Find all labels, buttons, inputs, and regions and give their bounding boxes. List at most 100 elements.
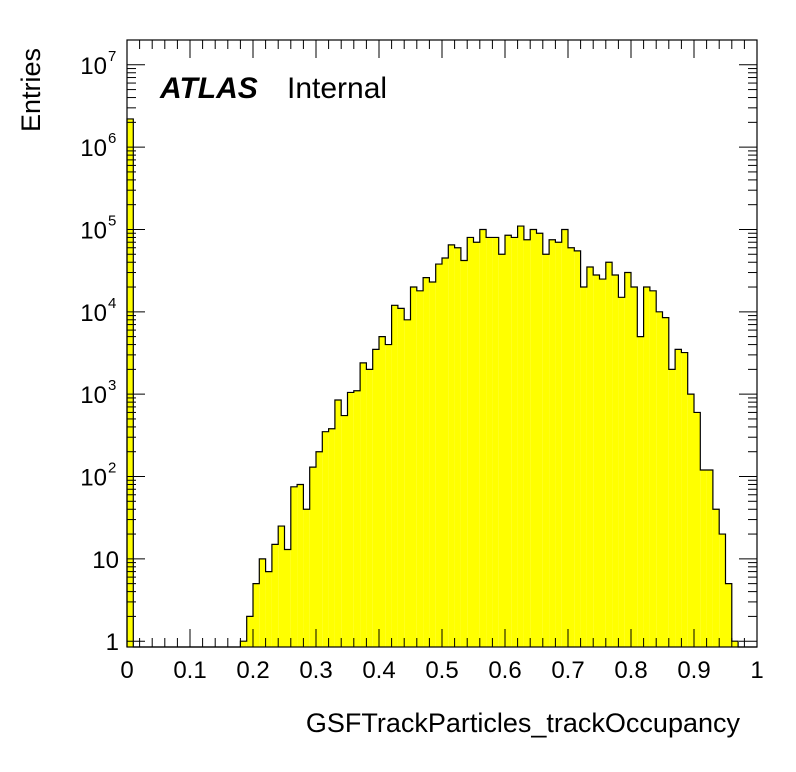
histogram-bar: [253, 583, 260, 647]
histogram-bar: [662, 317, 669, 647]
histogram-bar: [435, 264, 442, 647]
histogram-bar: [486, 237, 493, 648]
x-tick-label: 0.5: [425, 657, 458, 684]
histogram-bar: [605, 262, 613, 647]
histogram-bar: [511, 237, 518, 648]
histogram-bar: [328, 428, 335, 647]
y-tick-label: 10: [80, 300, 107, 327]
histogram-bar: [542, 254, 550, 647]
histogram-bar: [404, 319, 411, 647]
x-tick-label: 0.7: [551, 657, 584, 684]
histogram-bar: [700, 469, 707, 647]
y-tick-exponent: 3: [108, 377, 116, 394]
histogram-bar: [290, 486, 298, 647]
histogram-bar: [309, 467, 316, 647]
histogram-bar: [366, 369, 373, 647]
histogram-bar: [656, 311, 663, 647]
y-tick-exponent: 7: [108, 48, 116, 65]
histogram-bar: [397, 308, 405, 647]
histogram-bar: [127, 118, 134, 648]
y-tick-label: 1: [106, 629, 119, 656]
histogram-bar: [341, 415, 348, 647]
histogram-bar: [643, 287, 650, 647]
histogram-bar: [549, 239, 556, 647]
histogram-bar: [372, 349, 379, 647]
histogram-bar: [416, 290, 424, 647]
histogram-bar: [284, 549, 291, 647]
histogram-bar: [530, 229, 537, 647]
histogram-bar: [618, 297, 625, 647]
histogram-bar: [649, 290, 657, 647]
x-tick-label: 1: [750, 657, 763, 684]
histogram-bar: [593, 274, 600, 647]
histogram-bar: [316, 451, 323, 647]
histogram-bar: [410, 287, 417, 647]
histogram-bar: [624, 272, 631, 647]
histogram-bar: [467, 237, 474, 648]
histogram-bar: [448, 244, 455, 648]
x-tick-label: 0.6: [488, 657, 521, 684]
y-axis-title: Entries: [16, 48, 46, 132]
x-tick-label: 0.9: [677, 657, 710, 684]
histogram-bar: [681, 352, 688, 647]
internal-label: Internal: [287, 72, 387, 105]
y-tick-label: 10: [80, 135, 107, 162]
y-tick-exponent: 5: [108, 212, 116, 229]
histogram-bar: [568, 247, 575, 647]
histogram-bar: [297, 484, 304, 647]
x-tick-label: 0.8: [614, 657, 647, 684]
y-tick-label: 10: [80, 382, 107, 409]
histogram-bar: [473, 242, 480, 647]
histogram-bar: [460, 260, 468, 647]
histogram-bar: [586, 267, 594, 647]
histogram-bar: [360, 362, 367, 647]
histogram-bar: [479, 229, 487, 647]
y-tick-exponent: 6: [108, 130, 116, 147]
y-tick-exponent: 4: [108, 295, 116, 312]
histogram-bar: [454, 247, 461, 647]
histogram-bar: [379, 336, 386, 647]
x-tick-label: 0.3: [299, 657, 332, 684]
y-tick-label: 10: [80, 465, 107, 492]
histogram-bar: [429, 282, 436, 647]
histogram-bar: [265, 571, 272, 647]
y-tick-exponent: 2: [108, 460, 116, 477]
histogram-bar: [637, 336, 644, 647]
histogram-bar: [561, 229, 568, 647]
histogram-bars: [126, 118, 757, 648]
axis-ticks: [126, 39, 758, 647]
histogram-outline: [126, 118, 757, 648]
histogram-bar: [385, 344, 392, 647]
histogram-bar: [523, 239, 531, 647]
histogram-bar: [423, 277, 430, 647]
x-tick-label: 0: [120, 657, 133, 684]
histogram-bar: [442, 258, 449, 647]
histogram-bar: [246, 616, 253, 647]
histogram-bar: [505, 235, 512, 647]
histogram-bar: [391, 305, 398, 647]
atlas-label: ATLAS: [159, 72, 258, 105]
histogram-bar: [580, 287, 587, 647]
histogram-bar: [668, 369, 676, 647]
histogram-bar: [271, 544, 279, 647]
histogram-bar: [353, 390, 361, 647]
histogram-bar: [612, 274, 619, 647]
histogram-bar: [706, 469, 713, 647]
histogram-bar: [675, 349, 682, 647]
histogram-bar: [599, 279, 606, 647]
histogram-bar: [322, 431, 329, 647]
histogram-bar: [731, 641, 739, 647]
histogram-bar: [555, 242, 562, 647]
histogram-bar: [259, 558, 266, 647]
histogram-bar: [517, 226, 524, 648]
histogram-bar: [278, 526, 285, 647]
histogram-bar: [712, 509, 720, 647]
x-tick-label: 0.4: [362, 657, 395, 684]
y-tick-label: 10: [80, 53, 107, 80]
x-tick-label: 0.2: [236, 657, 269, 684]
histogram-bar: [694, 412, 701, 647]
y-tick-label: 10: [92, 547, 119, 574]
x-axis-title: GSFTrackParticles_trackOccupancy: [306, 708, 741, 738]
